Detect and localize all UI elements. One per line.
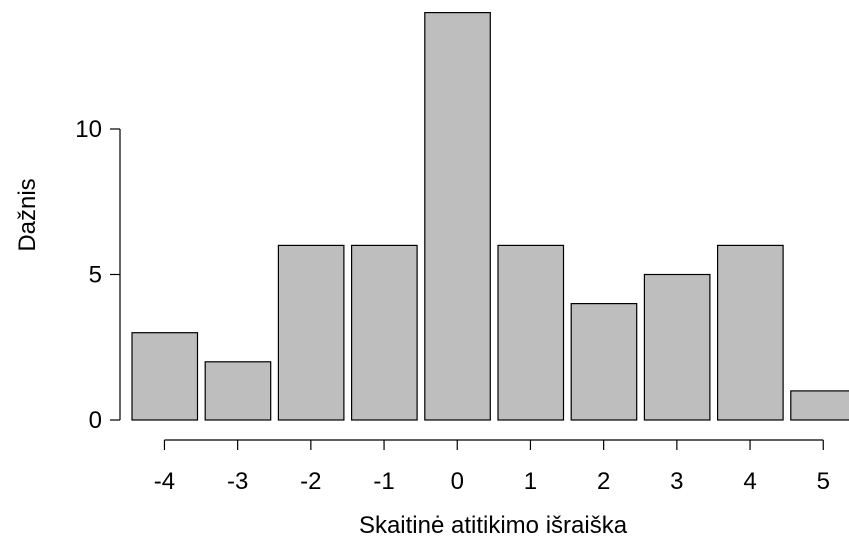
x-axis: -4 -3 -2 -1 0 1 2 3 4 5 [154,439,830,495]
y-tick-label-5: 5 [89,262,102,289]
bar-0 [424,11,491,421]
x-tick-label--1: -1 [373,468,394,495]
bar-5 [790,390,849,421]
x-axis-title: Skaitinė atitikimo išraiška [359,512,628,539]
bar--2 [277,244,345,421]
x-tick-label-3: 3 [670,468,683,495]
y-axis-title: Dažnis [14,178,41,251]
x-tick-label-5: 5 [817,468,830,495]
x-tick-label--4: -4 [154,468,175,495]
bar--1 [351,244,418,421]
bar-4 [716,244,784,421]
bars-group [131,11,849,421]
y-tick-label-10: 10 [75,116,102,143]
x-tick-label-0: 0 [451,468,464,495]
bar-3 [643,273,711,421]
bar--4 [131,332,199,421]
x-tick-label-2: 2 [597,468,610,495]
x-tick-label-4: 4 [743,468,756,495]
y-tick-label-0: 0 [89,407,102,434]
bar-2 [570,303,638,421]
x-tick-label-1: 1 [524,468,537,495]
x-tick-label--2: -2 [300,468,321,495]
bar-1 [497,244,565,421]
y-axis: 0 5 10 [75,116,121,434]
bar--3 [204,361,272,421]
x-tick-label--3: -3 [227,468,248,495]
